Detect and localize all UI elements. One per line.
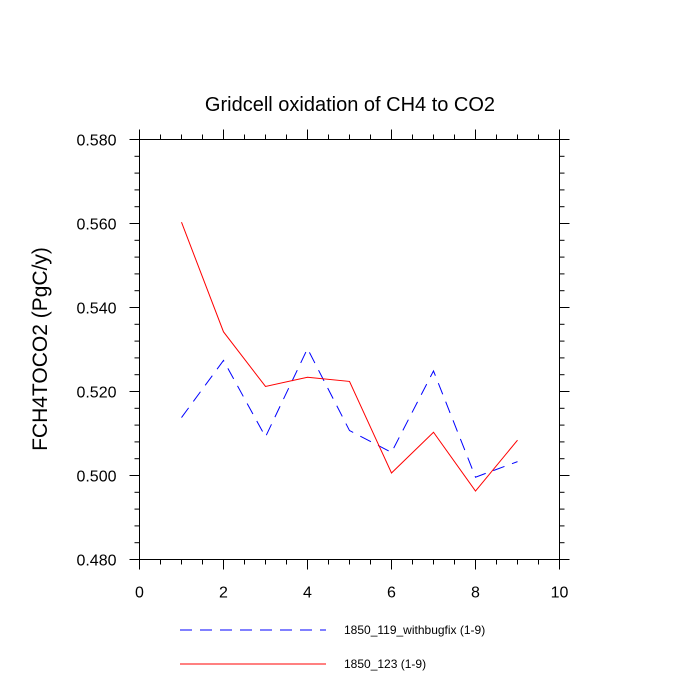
x-tick-label: 6 xyxy=(387,585,396,602)
y-tick-label: 0.500 xyxy=(76,469,116,486)
y-tick-label: 0.520 xyxy=(76,385,116,402)
x-tick-label: 0 xyxy=(135,585,144,602)
axis-ticks xyxy=(129,129,570,570)
legend-label-2: 1850_123 (1-9) xyxy=(344,657,426,671)
x-tick-label: 8 xyxy=(471,585,480,602)
series-line-1 xyxy=(181,347,518,478)
series-line-2 xyxy=(181,222,518,492)
y-tick-label: 0.540 xyxy=(76,301,116,318)
chart-title: Gridcell oxidation of CH4 to CO2 xyxy=(205,94,495,116)
y-tick-label: 0.560 xyxy=(76,217,116,234)
data-series xyxy=(181,222,518,492)
legend: 1850_119_withbugfix (1-9) 1850_123 (1-9) xyxy=(180,623,485,671)
x-tick-label: 4 xyxy=(303,585,312,602)
legend-label-1: 1850_119_withbugfix (1-9) xyxy=(344,623,485,637)
y-tick-label: 0.580 xyxy=(76,133,116,150)
y-axis-label: FCH4TOCO2 (PgC/y) xyxy=(29,247,52,451)
x-tick-label: 2 xyxy=(219,585,228,602)
plot-frame xyxy=(139,139,560,560)
x-tick-label: 10 xyxy=(551,585,569,602)
axis-tick-labels: 0 2 4 6 8 10 0.480 0.500 0.520 0.540 0.560 0.580 xyxy=(76,133,568,602)
y-tick-label: 0.480 xyxy=(76,553,116,570)
